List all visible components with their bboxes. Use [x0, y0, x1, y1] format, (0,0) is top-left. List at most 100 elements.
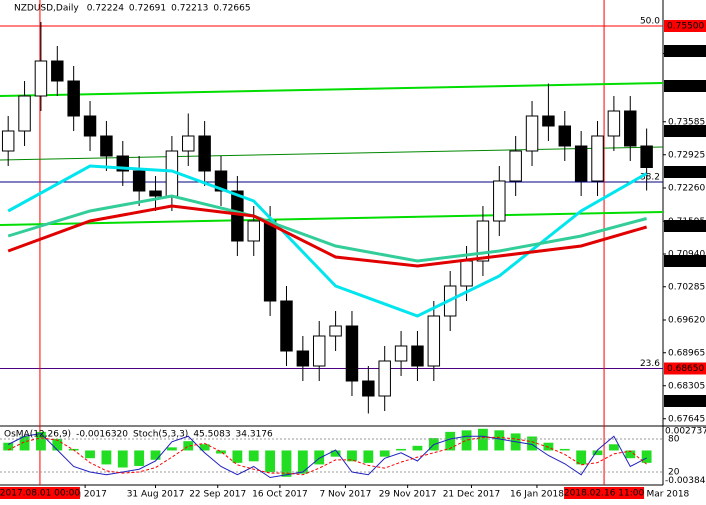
candle-body: [100, 135, 113, 157]
osma-bar: [396, 448, 406, 451]
oscillator-header: Stoch(5,3,3): [133, 430, 188, 440]
x-tick-label: 22 Sep 2017: [189, 490, 246, 500]
ohlc-value: 0.72691: [129, 4, 166, 14]
marker-box: [564, 487, 645, 499]
osma-bar: [478, 428, 488, 451]
level-label: 0.72580: [667, 168, 704, 178]
x-tick-label: 29 Nov 2017: [379, 490, 437, 500]
candle-body: [296, 350, 310, 367]
oscillator-header: 34.3176: [236, 430, 273, 440]
osma-bar: [85, 450, 95, 459]
candle-body: [574, 145, 588, 182]
osma-bar: [592, 450, 603, 456]
stoch-tick-label: 80: [668, 435, 680, 445]
osma-bar: [199, 444, 210, 451]
candle-body: [1, 130, 15, 152]
stoch-line: [7, 432, 647, 479]
osma-bar: [314, 450, 325, 465]
level-box: [664, 125, 706, 137]
osma-bar: [183, 441, 194, 451]
candle-body: [591, 135, 604, 182]
osma-bar: [543, 442, 554, 451]
osma-bar: [527, 436, 537, 451]
fib-label: 38.2: [640, 173, 660, 183]
trendline: [0, 146, 664, 161]
y-tick-label: 0.70940: [668, 250, 705, 260]
candle-body: [67, 80, 80, 117]
osma-bar: [117, 450, 128, 468]
level-label: 0.71500: [667, 222, 704, 232]
level-box: [664, 395, 706, 407]
candle-body: [345, 325, 359, 382]
fib-label: 50.0: [640, 17, 660, 27]
candle-body: [34, 60, 48, 97]
candle-body: [312, 335, 326, 367]
candle-body: [394, 345, 408, 362]
candle-body: [83, 115, 97, 137]
level-box: [664, 220, 706, 232]
x-tick-label: Aug 2017: [63, 490, 106, 500]
level-label: 0.75000: [667, 47, 704, 57]
candle-body: [427, 315, 441, 367]
candle-body: [607, 110, 621, 137]
osma-bar: [461, 430, 472, 451]
level-box: [664, 362, 706, 375]
level-label: 0.74300: [667, 82, 704, 92]
oscillator-header: OsMA(12,26,9): [4, 430, 71, 440]
candle-body: [198, 135, 211, 172]
osma-bar: [36, 431, 46, 451]
symbol-title: NZDUSD,Daily: [14, 4, 79, 14]
osma-bar: [641, 450, 652, 463]
osma-bar: [608, 444, 619, 451]
osma-bar: [248, 450, 259, 462]
candle-body: [116, 155, 130, 172]
osma-bar: [232, 450, 243, 463]
y-tick-label: 0.70285: [668, 282, 705, 292]
osma-bar: [216, 450, 226, 454]
y-tick-label: 0.72925: [668, 150, 705, 160]
candle-body: [182, 135, 195, 152]
candle-body: [214, 170, 228, 192]
osma-bar: [3, 442, 14, 451]
marker-box: [0, 487, 80, 499]
y-tick-label: 0.68965: [668, 348, 705, 358]
candle-body: [411, 345, 424, 367]
level-label: 0.70800: [667, 257, 704, 267]
x-tick-label: 7 Nov 2017: [319, 490, 371, 500]
y-tick-label: 0.67645: [668, 414, 705, 424]
osma-bar: [445, 431, 456, 451]
x-tick-label: 16 Oct 2017: [252, 490, 308, 500]
moving-average: [7, 194, 648, 263]
candle-body: [558, 125, 572, 147]
osma-bar: [19, 436, 30, 451]
oscillator-header: -0.0016320: [76, 430, 128, 440]
candle-body: [525, 115, 539, 152]
osma-bar: [494, 430, 505, 451]
level-label: 0.68000: [667, 397, 704, 407]
osma-bar: [363, 450, 374, 463]
candle-body: [362, 380, 375, 397]
ohlc-value: 0.72665: [213, 4, 250, 14]
level-label: 0.68650: [667, 364, 704, 374]
osma-tick-label: 0.002737: [665, 427, 706, 437]
level-label: 0.75500: [667, 22, 704, 32]
marker-label: 2018.02.16 11:00: [564, 489, 645, 499]
candle-body: [378, 360, 391, 397]
candle-body: [329, 325, 342, 337]
osma-bar: [347, 450, 357, 462]
osma-bar: [150, 450, 161, 460]
osma-tick-label: -0.003845: [665, 476, 706, 486]
trendline: [0, 211, 664, 226]
candle-body: [263, 220, 277, 302]
level-box: [664, 166, 706, 178]
candle-body: [132, 170, 146, 192]
candle-body: [51, 60, 64, 82]
marker-label: 2017.08.01 00:00: [0, 489, 80, 499]
osma-bar: [330, 450, 341, 457]
level-box: [664, 20, 706, 32]
candle-body: [460, 260, 473, 287]
moving-average: [7, 164, 648, 318]
trendline: [0, 82, 664, 97]
osma-bar: [281, 450, 292, 477]
